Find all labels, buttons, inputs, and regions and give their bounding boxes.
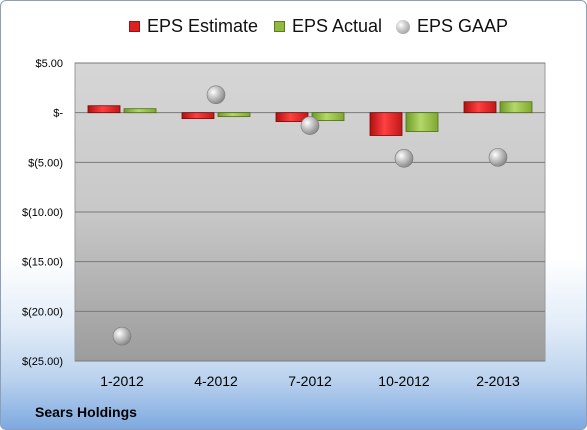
bar-eps-estimate	[463, 101, 497, 114]
company-name: Sears Holdings	[35, 404, 137, 420]
marker-eps-gaap	[300, 116, 320, 135]
y-tick-label: $(25.00)	[22, 356, 63, 368]
chart-plot: $5.00 $- $(5.00) $(10.00) $(15.00) $(20.00) $(…	[22, 58, 546, 389]
legend: EPS Estimate EPS Actual EPS GAAP	[1, 16, 586, 44]
y-tick-label: $(20.00)	[22, 306, 63, 318]
marker-eps-gaap	[394, 149, 414, 168]
legend-item-estimate: EPS Estimate	[129, 16, 258, 37]
y-tick-label: $(5.00)	[28, 157, 63, 169]
legend-label-estimate: EPS Estimate	[147, 16, 259, 36]
bar-eps-estimate	[87, 105, 121, 114]
marker-eps-gaap	[488, 148, 508, 167]
legend-label-actual: EPS Actual	[292, 16, 383, 36]
bar-eps-estimate	[181, 112, 215, 120]
y-tick-label: $(10.00)	[22, 207, 63, 219]
y-tick-label: $5.00	[35, 58, 63, 70]
y-tick-label: $-	[53, 108, 63, 120]
bar-eps-actual	[217, 112, 251, 118]
legend-marker-gaap	[396, 19, 410, 34]
x-tick-label: 1-2012	[100, 373, 144, 389]
x-tick-label: 10-2012	[378, 373, 430, 389]
bar-eps-actual	[499, 101, 533, 114]
legend-label-gaap: EPS GAAP	[417, 16, 509, 36]
y-tick-label: $(15.00)	[22, 257, 63, 269]
marker-eps-gaap	[206, 85, 226, 105]
legend-item-actual: EPS Actual	[274, 16, 382, 37]
x-tick-label: 4-2012	[194, 373, 238, 389]
x-tick-label: 7-2012	[288, 373, 332, 389]
legend-item-gaap: EPS GAAP	[396, 16, 508, 37]
legend-swatch-actual	[274, 21, 285, 32]
x-tick-label: 2-2013	[476, 373, 520, 389]
bar-eps-actual	[405, 112, 439, 132]
legend-swatch-estimate	[129, 21, 140, 32]
bar-eps-actual	[123, 108, 157, 114]
marker-eps-gaap	[112, 326, 132, 346]
bar-eps-estimate	[369, 112, 403, 136]
